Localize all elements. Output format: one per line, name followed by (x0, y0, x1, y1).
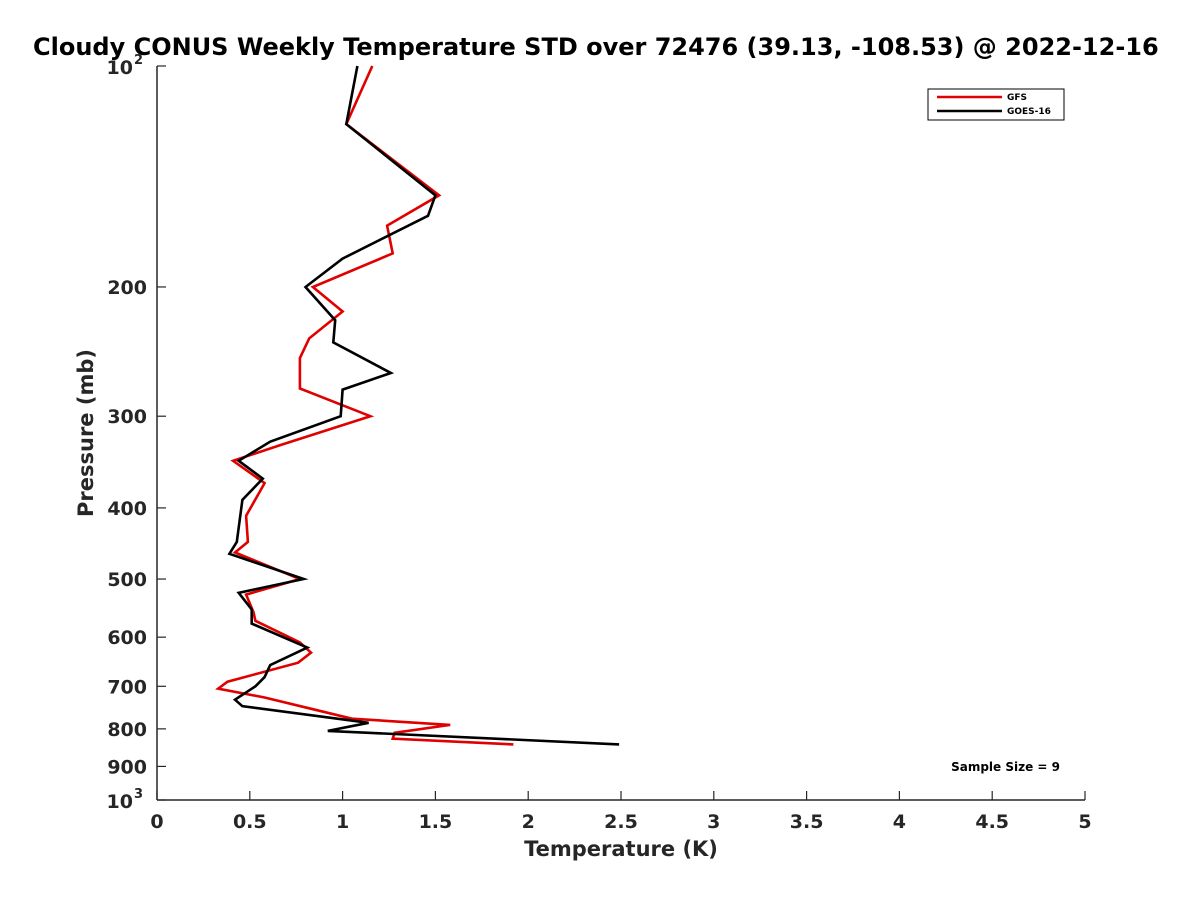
y-tick-label: 500 (107, 569, 147, 591)
y-tick-label: 700 (107, 676, 147, 698)
legend-label-goes16: GOES-16 (1007, 107, 1051, 117)
series-layer (215, 65, 620, 746)
y-tick-label: 300 (107, 406, 147, 428)
plot-area (157, 66, 1085, 800)
y-tick-label: 400 (107, 498, 147, 520)
x-tick-label: 0 (150, 811, 163, 833)
x-tick-label: 2.5 (604, 811, 638, 833)
x-axis-label: Temperature (K) (524, 837, 718, 861)
legend: GFS GOES-16 (927, 88, 1065, 121)
x-ticks: 0 0.5 1 1.5 2 2.5 3 3.5 4 4.5 5 (150, 791, 1092, 833)
x-tick-label: 1 (336, 811, 349, 833)
y-axis-label: Pressure (mb) (74, 349, 98, 517)
x-tick-label: 1.5 (419, 811, 453, 833)
sample-size-annotation: Sample Size = 9 (951, 760, 1060, 774)
y-tick-label: 10 (107, 791, 133, 813)
chart-title: Cloudy CONUS Weekly Temperature STD over… (33, 33, 1159, 61)
x-tick-label: 3 (707, 811, 720, 833)
x-tick-label: 4.5 (975, 811, 1009, 833)
x-tick-label: 3.5 (790, 811, 824, 833)
legend-label-gfs: GFS (1007, 93, 1027, 103)
series-line-goes-16 (227, 65, 620, 746)
y-tick-exponent: 3 (134, 787, 143, 802)
legend-box (927, 88, 1065, 121)
y-tick-exponent: 2 (134, 53, 143, 68)
y-tick-label: 600 (107, 627, 147, 649)
y-tick-label: 10 (107, 57, 133, 79)
series-line-gfs (215, 65, 514, 746)
y-tick-label: 900 (107, 756, 147, 778)
x-tick-label: 2 (522, 811, 535, 833)
x-tick-label: 0.5 (233, 811, 267, 833)
x-tick-label: 4 (893, 811, 906, 833)
x-tick-label: 5 (1078, 811, 1091, 833)
y-tick-label: 200 (107, 277, 147, 299)
y-tick-label: 800 (107, 719, 147, 741)
